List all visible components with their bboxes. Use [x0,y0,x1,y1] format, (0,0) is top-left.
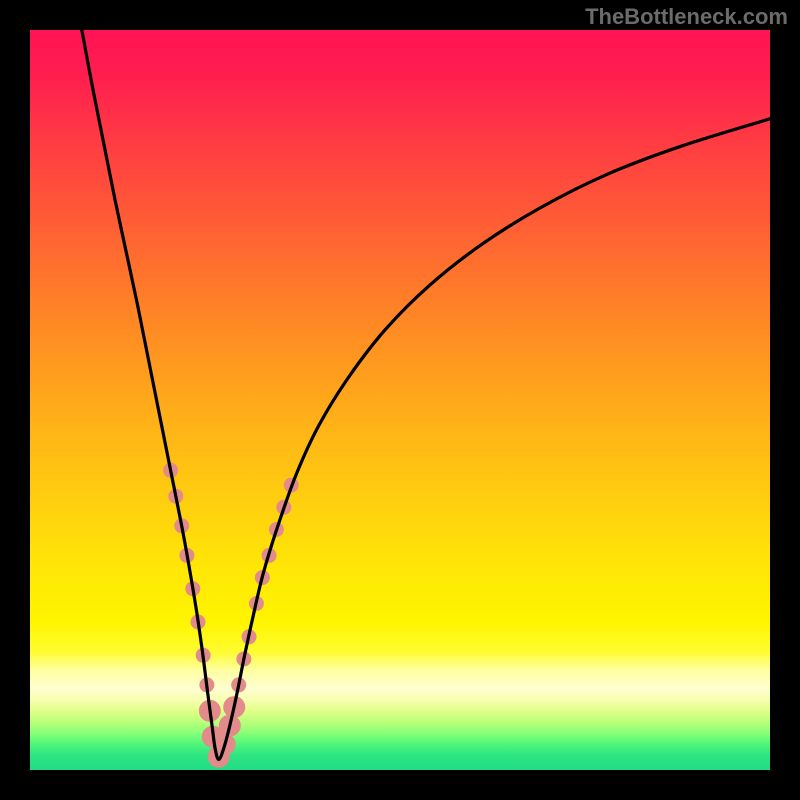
attribution-text: TheBottleneck.com [585,4,788,29]
bottleneck-chart: TheBottleneck.com [0,0,800,800]
gradient-background [30,30,770,770]
